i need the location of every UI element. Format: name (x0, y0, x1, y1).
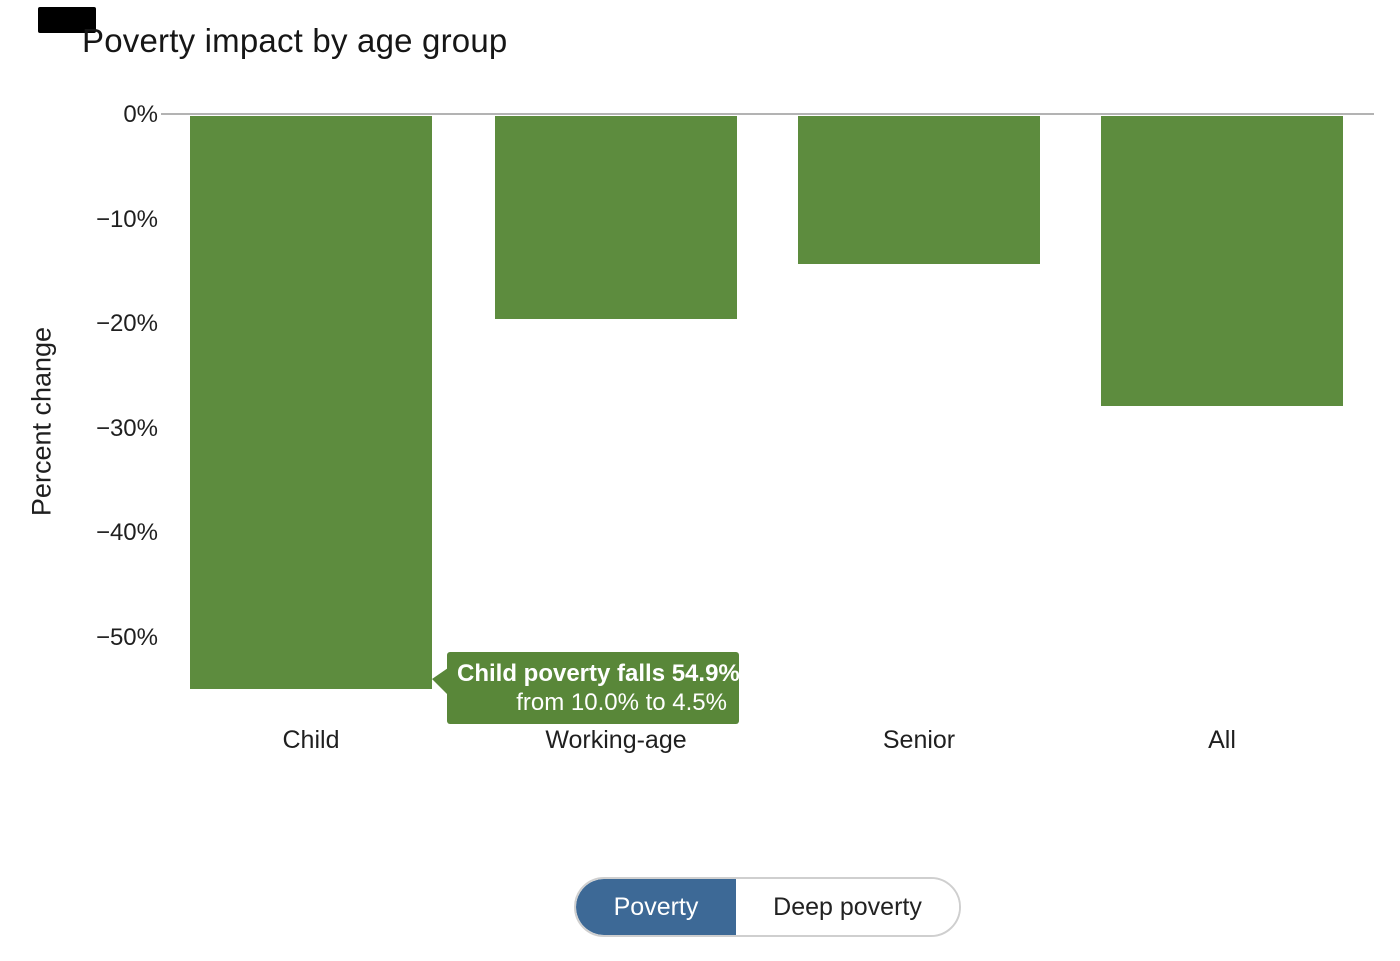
tooltip-line2: from 10.0% to 4.5% (516, 689, 727, 716)
bar-working-age[interactable] (495, 116, 737, 319)
x-label-working-age: Working-age (545, 726, 687, 754)
tooltip-arrow-icon (432, 668, 448, 695)
y-tick-label: −40% (95, 519, 158, 547)
metric-toggle: Poverty Deep poverty (574, 877, 961, 937)
bar-all[interactable] (1101, 116, 1343, 406)
x-label-all: All (1208, 726, 1236, 754)
y-tick-label: −50% (95, 624, 158, 651)
zero-axis-line (161, 113, 1374, 115)
x-label-senior: Senior (882, 726, 956, 754)
y-tick-label: −20% (95, 310, 158, 338)
chart-title: Poverty impact by age group (82, 22, 508, 59)
toggle-option-deep-poverty[interactable]: Deep poverty (736, 879, 959, 935)
black-corner-mark (38, 7, 96, 33)
bar-child[interactable] (190, 116, 432, 690)
tooltip-child-poverty: Child poverty falls 54.9% from 10.0% to … (432, 652, 740, 724)
x-label-child: Child (282, 726, 340, 754)
y-tick-label: −10% (95, 205, 158, 233)
tooltip-line1: Child poverty falls 54.9% (457, 660, 740, 687)
toggle-option-poverty[interactable]: Poverty (576, 879, 736, 935)
y-tick-label: −30% (95, 414, 158, 442)
bar-senior[interactable] (798, 116, 1040, 264)
y-tick-label: 0% (123, 101, 158, 128)
